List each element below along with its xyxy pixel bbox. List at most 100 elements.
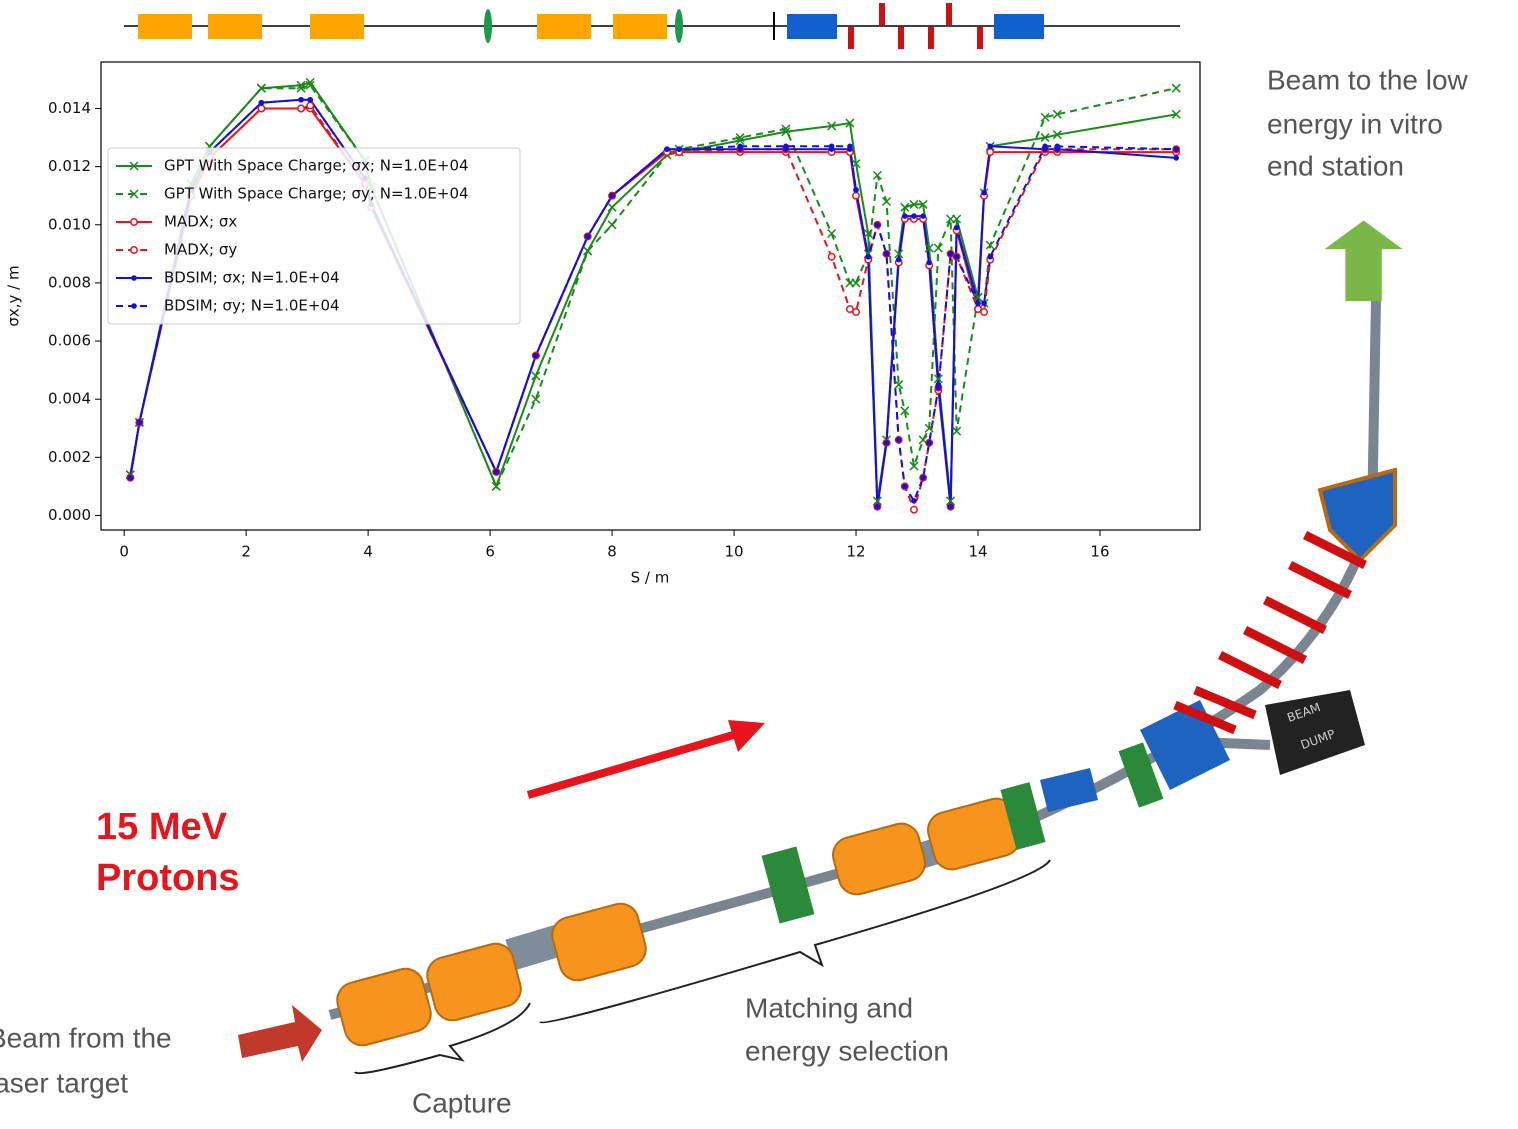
end-station-label: Beam to the low: [1267, 64, 1469, 95]
marker: [258, 99, 265, 106]
marker: [306, 101, 315, 110]
marker: [609, 192, 615, 199]
marker: [735, 133, 745, 143]
marker: [952, 426, 962, 436]
marker: [981, 190, 987, 196]
marker: [131, 275, 137, 281]
marker: [676, 146, 682, 153]
marker: [1171, 83, 1181, 93]
marker: [257, 104, 266, 113]
marker: [987, 253, 994, 260]
marker: [853, 187, 859, 193]
marker: [298, 96, 304, 103]
y-tick-label: 0.006: [48, 332, 91, 350]
marker: [735, 135, 745, 146]
marker: [911, 498, 917, 504]
plot-frame: [100, 61, 1201, 531]
marker: [305, 77, 315, 87]
y-tick-label: 0.014: [48, 99, 91, 117]
marker: [131, 303, 137, 309]
x-tick-label: 16: [1090, 543, 1109, 561]
y-tick-label: 0.000: [48, 506, 91, 524]
marker: [980, 308, 989, 316]
marker: [851, 159, 861, 169]
marker: [130, 246, 138, 254]
marker: [910, 505, 918, 514]
marker: [493, 469, 500, 475]
end-station-label: end station: [1267, 150, 1404, 181]
marker: [900, 202, 910, 212]
marker: [130, 218, 138, 226]
marker: [894, 249, 904, 259]
x-tick-label: 6: [485, 543, 495, 561]
marker: [920, 213, 926, 219]
marker: [583, 246, 593, 256]
marker: [935, 384, 942, 391]
marker: [531, 371, 541, 381]
marker: [1040, 112, 1050, 122]
marker: [986, 148, 995, 157]
marker: [883, 439, 890, 446]
marker: [953, 224, 960, 231]
marker: [827, 228, 837, 239]
marker: [1173, 146, 1180, 153]
marker: [918, 199, 928, 209]
x-tick-label: 4: [363, 543, 373, 561]
marker: [874, 221, 881, 228]
marker: [902, 483, 908, 490]
y-tick-label: 0.010: [48, 215, 91, 233]
x-tick-label: 2: [241, 543, 251, 561]
x-axis-label: S / m: [631, 569, 670, 587]
marker: [946, 496, 956, 506]
lattice: [124, 3, 1180, 49]
x-tick-label: 8: [607, 543, 617, 561]
marker: [256, 83, 266, 93]
marker: [828, 143, 835, 150]
marker: [783, 143, 789, 150]
y-tick-label: 0.008: [48, 273, 91, 291]
marker: [307, 96, 313, 103]
marker: [924, 423, 934, 433]
marker: [491, 481, 501, 491]
legend-label: MADX; σx: [164, 213, 237, 231]
marker: [895, 437, 902, 443]
marker: [895, 256, 902, 263]
marker: [827, 121, 837, 131]
marker: [1171, 109, 1181, 119]
marker: [851, 278, 861, 288]
marker: [947, 251, 954, 257]
beamline-illustration: [238, 220, 1403, 1075]
source-label: Beam from the: [0, 1022, 172, 1053]
marker: [872, 496, 882, 506]
legend-label: GPT With Space Charge; σx; N=1.0E+04: [164, 157, 469, 175]
marker: [863, 228, 873, 239]
marker: [852, 191, 860, 200]
x-tick-label: 10: [725, 543, 744, 561]
marker: [136, 419, 143, 426]
marker: [845, 305, 854, 314]
matching-label: energy selection: [745, 1035, 949, 1066]
marker: [129, 161, 139, 171]
x-tick-label: 14: [968, 543, 987, 561]
end-station-label: energy in vitro: [1267, 108, 1443, 139]
marker: [1052, 130, 1062, 140]
marker: [894, 380, 904, 390]
marker: [987, 143, 994, 150]
marker: [781, 124, 791, 134]
matching-label: Matching and: [745, 992, 913, 1023]
marker: [737, 143, 743, 150]
x-tick-label: 0: [119, 543, 129, 561]
marker: [1054, 143, 1061, 150]
marker: [911, 213, 917, 219]
marker: [1052, 109, 1062, 119]
marker: [533, 352, 539, 359]
y-tick-label: 0.002: [48, 448, 91, 466]
marker: [874, 503, 881, 510]
marker: [909, 461, 919, 471]
legend-box: [107, 147, 521, 325]
x-tick-label: 12: [846, 543, 865, 561]
marker: [129, 189, 139, 199]
legend-label: BDSIM; σy; N=1.0E+04: [164, 297, 340, 315]
marker: [296, 80, 306, 90]
